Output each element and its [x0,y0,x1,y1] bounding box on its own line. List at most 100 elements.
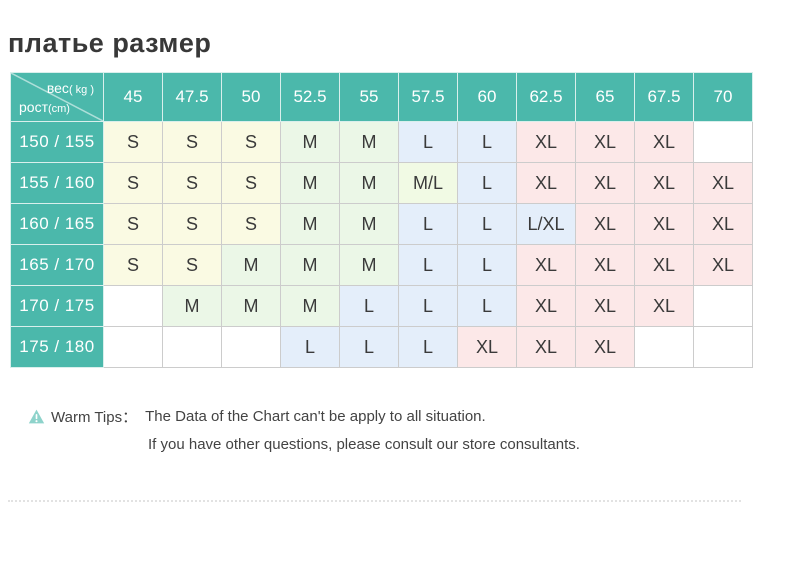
size-cell: XL [575,244,635,286]
size-cell: XL [516,326,576,368]
size-cell: S [162,203,222,245]
weight-header-cell: 47.5 [162,72,222,122]
size-cell: XL [575,326,635,368]
warm-tips: Warm Tips： The Data of the Chart can't b… [28,406,790,453]
page-title: платье размер [8,28,212,58]
size-cell: L [457,285,517,327]
size-cell: L [280,326,340,368]
size-cell: L/XL [516,203,576,245]
size-cell: S [103,162,163,204]
size-cell: XL [575,203,635,245]
warning-triangle-icon [28,409,45,424]
size-cell: L [457,244,517,286]
size-cell: M [221,244,281,286]
size-cell: XL [516,121,576,163]
empty-cell [693,121,753,163]
size-cell: L [398,121,458,163]
empty-cell [162,326,222,368]
size-cell: M [339,203,399,245]
weight-header-cell: 70 [693,72,753,122]
size-cell: XL [634,285,694,327]
table-row: 175 / 180 L L L XL XL XL [10,326,753,368]
size-chart-table: вес( kg ) рост(cm) 45 47.5 50 52.5 55 57.5 60 6… [10,72,753,368]
size-cell: L [398,326,458,368]
weight-header-cell: 52.5 [280,72,340,122]
size-cell: M [280,121,340,163]
weight-header-cell: 57.5 [398,72,458,122]
size-cell: L [457,203,517,245]
warm-tips-text-2: If you have other questions, please cons… [148,436,580,453]
corner-cell: вес( kg ) рост(cm) [10,72,104,122]
size-cell: XL [516,162,576,204]
size-cell: M [339,162,399,204]
weight-header-row: вес( kg ) рост(cm) 45 47.5 50 52.5 55 57.5 60 6… [10,72,753,122]
size-cell: S [162,162,222,204]
height-axis-label: рост(cm) [19,99,70,115]
size-cell: L [398,203,458,245]
size-cell: L [398,285,458,327]
weight-header-cell: 60 [457,72,517,122]
size-cell: XL [693,162,753,204]
size-cell: M [280,285,340,327]
size-cell: S [162,244,222,286]
size-cell: XL [516,285,576,327]
height-row-header: 170 / 175 [10,285,104,327]
size-cell: XL [575,162,635,204]
size-cell: XL [634,244,694,286]
dotted-divider [8,500,741,502]
weight-header-cell: 62.5 [516,72,576,122]
size-cell: XL [516,244,576,286]
size-cell: XL [457,326,517,368]
size-cell: XL [693,244,753,286]
size-cell: XL [693,203,753,245]
size-cell: M [280,244,340,286]
table-row: 150 / 155 S S S M M L L XL XL XL [10,121,753,163]
empty-cell [634,326,694,368]
size-cell: M [339,121,399,163]
empty-cell [693,285,753,327]
table-row: 170 / 175 M M M L L L XL XL XL [10,285,753,327]
size-cell: S [103,203,163,245]
size-cell: M [221,285,281,327]
table-row: 155 / 160 S S S M M M/L L XL XL XL XL [10,162,753,204]
size-cell: M [162,285,222,327]
height-row-header: 175 / 180 [10,326,104,368]
height-row-header: 150 / 155 [10,121,104,163]
empty-cell [103,326,163,368]
size-cell: M [339,244,399,286]
size-cell: M [280,203,340,245]
empty-cell [103,285,163,327]
warm-tips-line1: Warm Tips： The Data of the Chart can't b… [28,406,790,427]
empty-cell [693,326,753,368]
size-cell: XL [634,121,694,163]
weight-header-cell: 55 [339,72,399,122]
height-row-header: 155 / 160 [10,162,104,204]
size-cell: S [103,121,163,163]
size-cell: XL [575,121,635,163]
size-cell: XL [634,162,694,204]
size-cell: S [103,244,163,286]
table-row: 160 / 165 S S S M M L L L/XL XL XL XL [10,203,753,245]
weight-header-cell: 50 [221,72,281,122]
weight-header-cell: 65 [575,72,635,122]
size-cell: S [162,121,222,163]
empty-cell [221,326,281,368]
warm-tips-label: Warm Tips： [51,409,138,426]
table-row: 165 / 170 S S M M M L L XL XL XL XL [10,244,753,286]
size-cell: S [221,203,281,245]
size-cell: S [221,121,281,163]
size-cell: S [221,162,281,204]
size-cell: L [457,162,517,204]
weight-header-cell: 45 [103,72,163,122]
height-row-header: 165 / 170 [10,244,104,286]
size-cell: M/L [398,162,458,204]
weight-header-cell: 67.5 [634,72,694,122]
size-cell: XL [575,285,635,327]
size-cell: L [457,121,517,163]
size-cell: M [280,162,340,204]
size-cell: L [398,244,458,286]
warm-tips-text-1: The Data of the Chart can't be apply to … [145,408,486,425]
size-cell: L [339,285,399,327]
height-row-header: 160 / 165 [10,203,104,245]
size-cell: L [339,326,399,368]
